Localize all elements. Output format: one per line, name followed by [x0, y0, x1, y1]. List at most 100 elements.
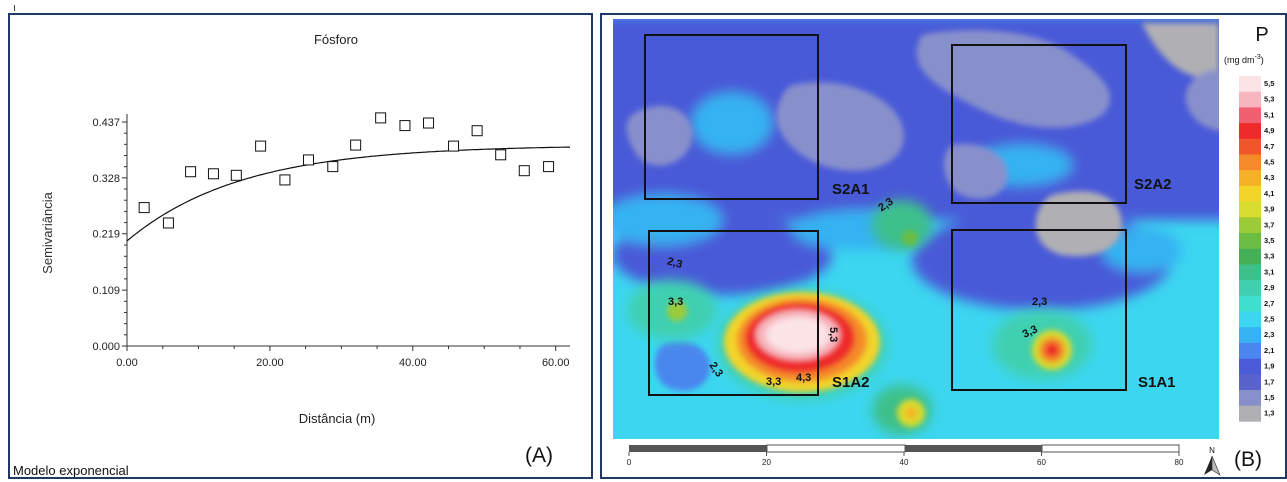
legend-level-label: 2,9: [1264, 283, 1274, 292]
phosphorus-map: S2A1 S2A2 S1A2 S1A1 2,3 2,3 3,3 2,3 3,3 …: [613, 19, 1274, 476]
legend-unit-text: (mg dm: [1224, 55, 1255, 65]
scale-tick-label: 40: [900, 458, 909, 467]
legend-swatch: [1239, 342, 1261, 359]
data-points: [138, 112, 555, 229]
y-tick-label: 0.219: [92, 229, 120, 241]
chart-title: Fósforo: [314, 32, 358, 47]
legend-tick-labels: 5,5 5,3 5,1 4,9 4,7 4,5 4,3 4,1 3,9 3,7 3,5 3,3 3,1 2…: [1264, 79, 1274, 418]
legend-level-label: 3,5: [1264, 236, 1274, 245]
legend-swatch: [1239, 185, 1261, 202]
legend-level-label: 2,1: [1264, 346, 1274, 355]
x-tick-label: 40.00: [399, 357, 427, 369]
data-point: [230, 169, 242, 181]
data-point: [302, 154, 314, 166]
scale-segment: [905, 445, 1042, 452]
legend-level-label: 4,5: [1264, 158, 1274, 167]
x-axis-label: Distância (m): [299, 411, 376, 426]
data-point: [185, 166, 197, 178]
legend-swatch: [1239, 390, 1261, 406]
data-point: [448, 140, 460, 152]
y-tick-label: 0.109: [92, 285, 120, 297]
data-point: [138, 202, 150, 214]
scale-tick-label: 60: [1037, 458, 1046, 467]
legend-swatch: [1239, 374, 1261, 391]
legend-unit: (mg dm-3): [1224, 54, 1264, 65]
data-point: [423, 117, 435, 129]
contour-label: 2,3: [666, 255, 684, 271]
panel-a-label: (A): [525, 444, 553, 467]
legend-swatch: [1239, 358, 1261, 375]
panel-b-label: (B): [1234, 448, 1262, 471]
scale-bar: 0 20 40 60 80: [627, 444, 1184, 467]
contour-label: 2,3: [1032, 296, 1047, 308]
data-point: [327, 161, 339, 173]
legend-swatch: [1239, 201, 1261, 218]
map-raster: [613, 19, 1219, 439]
contour-label: 3,3: [766, 376, 781, 388]
legend-swatch: [1239, 264, 1261, 281]
data-point: [350, 139, 362, 151]
plot-label-s1a2: S1A2: [832, 374, 870, 391]
scale-tick-label: 80: [1175, 458, 1184, 467]
very-low-zone: [626, 23, 1219, 391]
data-point: [543, 161, 555, 173]
legend-level-label: 5,5: [1264, 79, 1274, 88]
data-point: [279, 174, 291, 186]
legend-swatch: [1239, 138, 1261, 155]
plot-label-s2a2: S2A2: [1134, 176, 1172, 193]
plot-label-s1a1: S1A1: [1138, 374, 1176, 391]
exponential-model-line: [126, 146, 570, 242]
data-point: [518, 165, 530, 177]
y-tick-label: 0.437: [92, 117, 120, 129]
legend: P (mg dm-3) 5,5 5,3 5,1 4,9 4,7 4,5 4,3 4,1 3,9 3…: [1224, 24, 1274, 422]
scale-tick-label: 0: [627, 458, 632, 467]
legend-swatch: [1239, 405, 1261, 422]
legend-level-label: 3,1: [1264, 267, 1274, 276]
scale-segment: [766, 444, 906, 453]
data-point: [399, 120, 411, 132]
legend-swatch: [1239, 170, 1261, 187]
north-label: N: [1209, 446, 1215, 455]
legend-level-label: 2,5: [1264, 315, 1274, 324]
legend-level-label: 1,9: [1264, 362, 1274, 371]
contour-labels: 2,3 2,3 3,3 2,3 3,3 4,3 5,3 2,3 3,3: [666, 196, 1048, 388]
y-tick-label: 0.000: [92, 341, 120, 353]
contour-label: 5,3: [827, 327, 839, 342]
phosphorus-map-panel: S2A1 S2A2 S1A2 S1A1 2,3 2,3 3,3 2,3 3,3 …: [600, 13, 1287, 479]
legend-swatch: [1239, 91, 1261, 108]
legend-level-label: 3,7: [1264, 220, 1274, 229]
model-note: Modelo exponencial: [13, 463, 129, 477]
data-point: [375, 112, 387, 124]
plot-outlines: [644, 34, 1127, 396]
north-arrow: N: [1204, 446, 1221, 476]
legend-color-bar: [1239, 76, 1261, 422]
contour-label: 4,3: [796, 372, 811, 384]
legend-level-label: 3,3: [1264, 252, 1274, 261]
legend-swatch: [1239, 248, 1261, 265]
legend-swatch: [1239, 233, 1261, 249]
legend-level-label: 3,9: [1264, 205, 1274, 214]
legend-swatch: [1239, 217, 1261, 234]
scale-tick-labels: 0 20 40 60 80: [627, 452, 1184, 467]
legend-swatch: [1239, 123, 1261, 140]
legend-level-label: 4,1: [1264, 189, 1274, 198]
plot-labels: S2A1 S2A2 S1A2 S1A1: [832, 176, 1176, 391]
model-curve: [126, 146, 570, 242]
data-point: [255, 140, 267, 152]
legend-swatch: [1239, 154, 1261, 171]
plot-s1a2-box: [648, 230, 819, 396]
legend-level-label: 4,3: [1264, 173, 1274, 182]
scale-segment: [629, 445, 767, 452]
legend-level-label: 2,3: [1264, 330, 1274, 339]
legend-title: P: [1255, 24, 1268, 46]
plot-s2a1-box: [644, 34, 819, 200]
axes: 0.000 0.109 0.219 0.328 0.437 0.00 20.00 40.00 6…: [92, 114, 570, 369]
legend-unit-sup: -3: [1255, 54, 1261, 61]
plot-label-s2a1: S2A1: [832, 181, 870, 198]
legend-swatch: [1239, 107, 1261, 124]
contour-label: 3,3: [1021, 323, 1040, 340]
x-tick-label: 20.00: [256, 357, 284, 369]
legend-level-label: 1,7: [1264, 377, 1274, 386]
legend-level-label: 1,5: [1264, 393, 1274, 402]
data-point: [495, 149, 507, 161]
